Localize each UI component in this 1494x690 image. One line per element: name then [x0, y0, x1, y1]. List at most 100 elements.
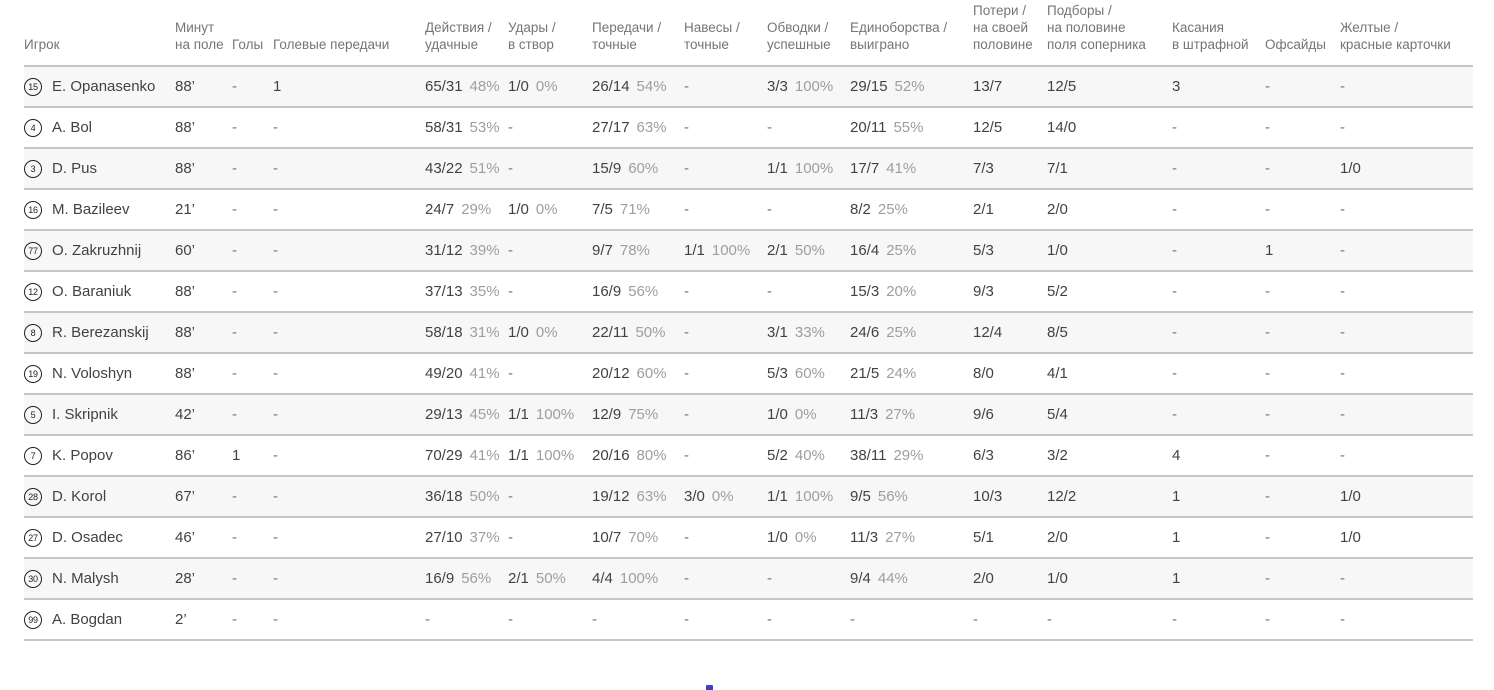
- table-row[interactable]: 12 O. Baraniuk 88’ - -37/13 35% -16/9 56% - -15/3…: [24, 270, 1473, 312]
- duels-value: 21/5: [850, 365, 880, 382]
- player-name-link[interactable]: O. Baraniuk: [52, 283, 132, 301]
- minutes-value: 88’: [175, 119, 196, 136]
- passes-cell: -: [592, 598, 684, 640]
- table-row[interactable]: 30 N. Malysh 28’ - - 16/9 56% 2/1 50% 4/4 100% - - 9/…: [24, 557, 1473, 599]
- minutes-cell: 88’: [175, 147, 232, 189]
- crosses-value: -: [684, 406, 689, 423]
- passes-value: 19/12: [592, 488, 630, 505]
- assists-value: -: [273, 406, 278, 423]
- dribbles-cell: -: [767, 598, 850, 640]
- dribbles-value: 5/2: [767, 447, 788, 464]
- recoveries-value: 1/0: [1047, 570, 1068, 587]
- goals-value: -: [232, 242, 237, 259]
- goals-value: -: [232, 570, 237, 587]
- table-row[interactable]: 19 N. Voloshyn 88’ - -49/20 41% -20/12 60% -5/3 6…: [24, 352, 1473, 394]
- player-name-link[interactable]: K. Popov: [52, 447, 113, 465]
- player-name-link[interactable]: M. Bazileev: [52, 201, 130, 219]
- table-row[interactable]: 16 M. Bazileev 21’ - - 24/7 29% 1/0 0% 7/5 71% - - 8/…: [24, 188, 1473, 230]
- goals-cell: -: [232, 270, 273, 312]
- actions-cell: 29/13 45%: [425, 393, 508, 435]
- offsides-cell: -: [1265, 516, 1340, 558]
- player-name-link[interactable]: A. Bogdan: [52, 611, 123, 629]
- dribbles-cell: 1/0 0%: [767, 393, 850, 435]
- duels-percent: 27%: [885, 529, 916, 546]
- player-name-link[interactable]: N. Malysh: [52, 570, 119, 588]
- minutes-cell: 46’: [175, 516, 232, 558]
- player-name-link[interactable]: E. Opanasenko: [52, 78, 156, 96]
- goals-value: -: [232, 529, 237, 546]
- player-cell: 15 E. Opanasenko: [24, 65, 175, 107]
- touches-cell: 1: [1172, 516, 1265, 558]
- table-row[interactable]: 77 O. Zakruzhnij 60’ - -31/12 39% -9/7 78% 1/1 10…: [24, 229, 1473, 271]
- passes-percent: 63%: [636, 488, 667, 505]
- passes-percent: 75%: [628, 406, 659, 423]
- player-name-link[interactable]: O. Zakruzhnij: [52, 242, 142, 260]
- dribbles-value: 1/1: [767, 160, 788, 177]
- duels-cell: 17/7 41%: [850, 147, 973, 189]
- dribbles-cell: -: [767, 557, 850, 599]
- assists-value: 1: [273, 78, 282, 95]
- goals-value: -: [232, 488, 237, 505]
- recoveries-value: 3/2: [1047, 447, 1068, 464]
- actions-cell: 16/9 56%: [425, 557, 508, 599]
- player-name-link[interactable]: D. Korol: [52, 488, 107, 506]
- duels-cell: 38/11 29%: [850, 434, 973, 476]
- shots-cell: -: [508, 352, 592, 394]
- player-name-link[interactable]: I. Skripnik: [52, 406, 118, 424]
- player-name-link[interactable]: D. Osadec: [52, 529, 123, 547]
- duels-cell: 8/2 25%: [850, 188, 973, 230]
- table-row[interactable]: 3 D. Pus 88’ - -43/22 51% -15/9 60% -1/1 100% 17/7…: [24, 147, 1473, 189]
- shots-cell: 1/0 0%: [508, 65, 592, 107]
- duels-cell: 21/5 24%: [850, 352, 973, 394]
- shots-cell: 1/0 0%: [508, 188, 592, 230]
- table-row[interactable]: 5 I. Skripnik 42’ - - 29/13 45% 1/1 100% 12/9 75% -…: [24, 393, 1473, 435]
- actions-percent: 53%: [469, 119, 500, 136]
- actions-value: 37/13: [425, 283, 463, 300]
- minutes-cell: 28’: [175, 557, 232, 599]
- table-row[interactable]: 28 D. Korol 67’ - -36/18 50% -19/12 63% 3/0 0% 1/1…: [24, 475, 1473, 517]
- passes-percent: 56%: [628, 283, 659, 300]
- player-name-link[interactable]: R. Berezanskij: [52, 324, 149, 342]
- table-row[interactable]: 99 A. Bogdan 2’ - - - - - - - - - - - - -: [24, 598, 1473, 640]
- duels-value: -: [850, 611, 855, 628]
- column-header-recoveries: Подборы / на половине поля соперника: [1047, 3, 1146, 52]
- offsides-value: -: [1265, 365, 1270, 382]
- actions-percent: 45%: [469, 406, 500, 423]
- shots-value: -: [508, 242, 513, 259]
- shots-cell: 1/1 100%: [508, 393, 592, 435]
- player-cell: 16 M. Bazileev: [24, 188, 175, 230]
- losses-cell: 12/5: [973, 106, 1047, 148]
- player-name-link[interactable]: A. Bol: [52, 119, 93, 137]
- passes-percent: 71%: [619, 201, 650, 218]
- table-row[interactable]: 27 D. Osadec 46’ - -27/10 37% -10/7 70% -1/0 0% 11…: [24, 516, 1473, 558]
- table-row[interactable]: 15 E. Opanasenko 88’ - 1 65/31 48% 1/0 0% 26/14 54…: [24, 65, 1473, 107]
- duels-percent: 29%: [893, 447, 924, 464]
- table-row[interactable]: 7 K. Popov 86’ 1-70/29 41% 1/1 100% 20/16 80% -5/…: [24, 434, 1473, 476]
- actions-cell: 43/22 51%: [425, 147, 508, 189]
- dribbles-cell: 3/3 100%: [767, 65, 850, 107]
- cards-cell: 1/0: [1340, 147, 1473, 189]
- player-cell: 28 D. Korol: [24, 475, 175, 517]
- recoveries-cell: 1/0: [1047, 557, 1172, 599]
- dribbles-cell: 2/1 50%: [767, 229, 850, 271]
- actions-value: 70/29: [425, 447, 463, 464]
- table-row[interactable]: 4 A. Bol 88’ - -58/31 53% -27/17 63% - -20/11 55% 1…: [24, 106, 1473, 148]
- cards-value: -: [1340, 242, 1345, 259]
- crosses-cell: -: [684, 557, 767, 599]
- passes-percent: 100%: [619, 570, 659, 587]
- player-name-link[interactable]: D. Pus: [52, 160, 98, 178]
- cards-value: -: [1340, 201, 1345, 218]
- duels-cell: 9/4 44%: [850, 557, 973, 599]
- recoveries-cell: 7/1: [1047, 147, 1172, 189]
- shots-percent: 0%: [535, 324, 558, 341]
- losses-cell: 2/0: [973, 557, 1047, 599]
- table-row[interactable]: 8 R. Berezanskij 88’ - - 58/18 31% 1/0 0% 22/11 50…: [24, 311, 1473, 353]
- recoveries-value: 12/2: [1047, 488, 1077, 505]
- player-number-badge: 15: [24, 77, 42, 96]
- duels-percent: 52%: [894, 78, 925, 95]
- actions-percent: 56%: [461, 570, 492, 587]
- player-name-link[interactable]: N. Voloshyn: [52, 365, 133, 383]
- cards-cell: -: [1340, 65, 1473, 107]
- player-number-badge: 30: [24, 569, 42, 588]
- player-cell: 27 D. Osadec: [24, 516, 175, 558]
